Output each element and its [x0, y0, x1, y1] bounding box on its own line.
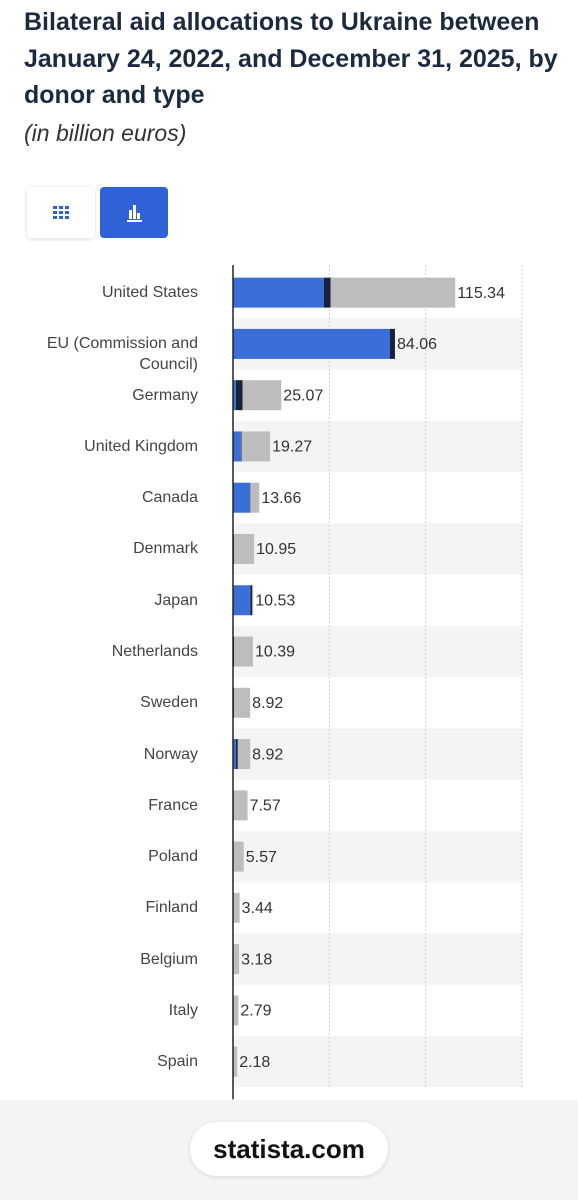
bar-segment: [233, 995, 239, 1026]
total-label: 8.92: [252, 695, 283, 712]
row-band: [233, 933, 522, 985]
category-label: France: [148, 796, 198, 814]
category-label: Finland: [145, 899, 198, 917]
bar-segment: [235, 739, 238, 770]
row-band: [233, 830, 522, 883]
chart-icon: [127, 205, 142, 222]
bar-segment: [233, 944, 240, 975]
category-label: Norway: [143, 745, 198, 763]
table-view-button[interactable]: [27, 187, 95, 238]
category-label: Denmark: [133, 540, 198, 558]
bar-segment: [233, 585, 251, 616]
total-label: 7.57: [250, 798, 281, 815]
total-label: 19.27: [272, 439, 312, 456]
bar-segment: [241, 431, 271, 462]
bar-segment: [330, 277, 456, 308]
category-label: Germany: [132, 386, 198, 404]
bar-segment: [233, 892, 240, 923]
category-label: United Kingdom: [84, 437, 198, 455]
bar-segment: [237, 739, 251, 770]
total-label: 10.95: [256, 541, 296, 558]
bar-segment: [233, 482, 250, 513]
total-label: 115.34: [457, 285, 505, 302]
total-label: 5.57: [246, 849, 277, 866]
bar-segment: [233, 1046, 238, 1077]
total-label: 2.79: [240, 1003, 271, 1020]
total-label: 10.53: [255, 592, 295, 609]
category-label: Sweden: [140, 694, 198, 712]
bar-segment: [235, 380, 243, 411]
chart-subtitle: (in billion euros): [24, 120, 187, 146]
bar-segment: [250, 482, 260, 513]
bar-segment: [240, 431, 242, 462]
total-label: 2.18: [239, 1054, 270, 1071]
bar-segment: [233, 328, 391, 359]
category-label: Spain: [157, 1053, 198, 1071]
bar-segment: [233, 277, 324, 308]
total-label: 84.06: [397, 336, 437, 353]
total-label: 13.66: [261, 490, 301, 507]
category-label: Poland: [148, 848, 198, 866]
bar-segment: [234, 636, 254, 667]
bar-segment: [233, 739, 236, 770]
total-label: 8.92: [252, 746, 283, 763]
table-icon: [53, 206, 69, 219]
bar-segment: [252, 585, 254, 616]
category-label: Belgium: [140, 950, 198, 968]
category-label: Italy: [168, 1001, 198, 1019]
source-link[interactable]: statista.com: [190, 1122, 388, 1176]
bar-segment: [323, 277, 331, 308]
category-label: Netherlands: [111, 643, 198, 661]
category-label: Japan: [154, 591, 198, 609]
row-band: [233, 523, 522, 575]
row-band: [233, 1036, 522, 1088]
bar-segment: [390, 328, 395, 359]
bar-segment: [233, 533, 255, 564]
bar-segment: [233, 841, 244, 872]
bar-segment: [233, 380, 236, 411]
category-label: Canada: [141, 489, 198, 507]
total-label: 3.44: [242, 900, 273, 917]
total-label: 25.07: [283, 387, 323, 404]
bar-segment: [250, 585, 253, 616]
bar-segment: [233, 431, 241, 462]
bar-segment: [233, 790, 248, 821]
category-label: EU (Commission and Council): [46, 334, 198, 373]
chart: 115.34 84.06 25.07 19.27 13.66 10.95 10.53 10.3…: [232, 265, 523, 1100]
chart-view-button[interactable]: [100, 187, 168, 238]
bar-segment: [233, 687, 251, 718]
row-band: [233, 728, 522, 780]
bar-segment: [242, 380, 282, 411]
chart-title: Bilateral aid allocations to Ukraine bet…: [24, 8, 558, 109]
total-label: 3.18: [241, 951, 272, 968]
row-band: [233, 625, 522, 678]
row-band: [233, 420, 522, 473]
total-label: 10.39: [255, 644, 295, 661]
category-label: United States: [101, 284, 198, 302]
